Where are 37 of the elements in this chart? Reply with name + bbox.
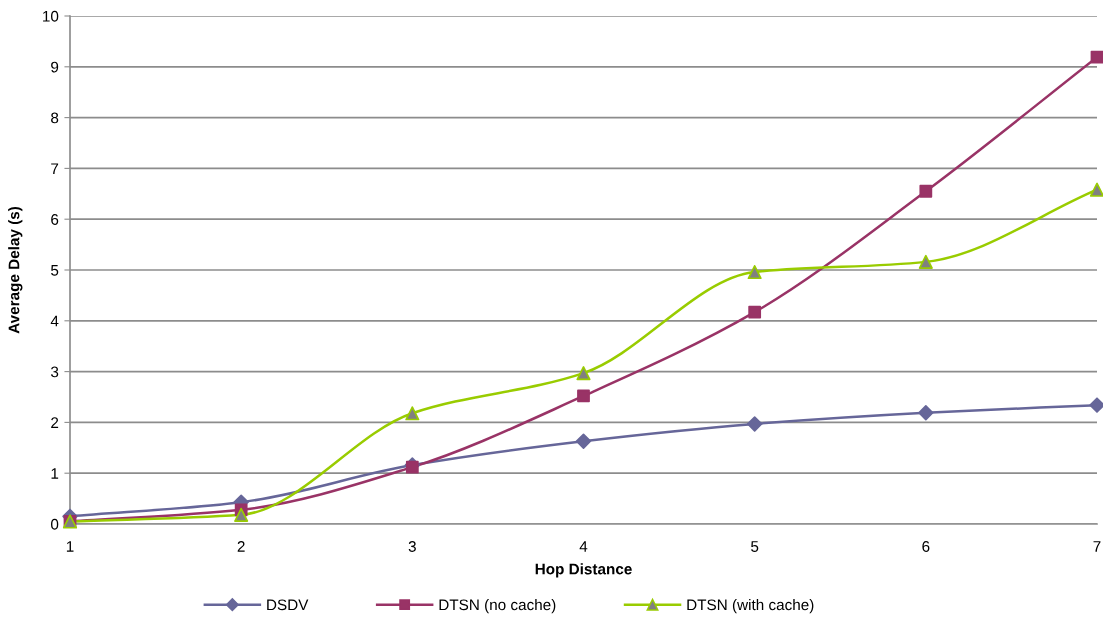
- x-tick-label: 2: [237, 541, 245, 552]
- point: [577, 389, 590, 403]
- x-tick-label: 1: [66, 541, 74, 552]
- y-tick-label: 4: [50, 315, 59, 327]
- x-tick-label: 6: [922, 541, 930, 552]
- y-tick-label: 9: [51, 61, 59, 73]
- y-tick-label: 2: [51, 417, 59, 428]
- legend-label: DTSN (no cache): [439, 598, 556, 614]
- point: [234, 507, 249, 522]
- point: [746, 416, 763, 432]
- point: [918, 254, 933, 269]
- point: [405, 406, 420, 421]
- y-tick-label: 0: [50, 518, 59, 530]
- y-tick-label: 10: [43, 10, 59, 22]
- point: [576, 366, 591, 381]
- y-tick-label: 8: [51, 112, 59, 124]
- point: [748, 305, 762, 319]
- x-axis-title: Hop Distance: [535, 563, 632, 578]
- legend-label: DSDV: [267, 599, 309, 611]
- point: [747, 264, 762, 280]
- y-tick-label: 5: [51, 265, 59, 276]
- point: [1090, 50, 1103, 64]
- point: [1089, 397, 1103, 413]
- x-tick-label: 3: [408, 541, 416, 552]
- y-tick-label: 1: [51, 468, 59, 479]
- x-tick-label: 7: [1093, 541, 1101, 552]
- point: [918, 405, 934, 421]
- y-axis-title: Average Delay (s): [8, 206, 23, 334]
- x-tick-label: 4: [579, 541, 588, 552]
- point: [575, 433, 592, 449]
- y-tick-label: 7: [51, 163, 59, 174]
- legend-label: DTSN (with cache): [687, 598, 814, 614]
- x-tick-label: 5: [751, 541, 759, 552]
- point: [1089, 182, 1103, 197]
- y-tick-label: 3: [50, 366, 59, 378]
- point: [919, 184, 933, 198]
- y-tick-label: 6: [51, 214, 59, 225]
